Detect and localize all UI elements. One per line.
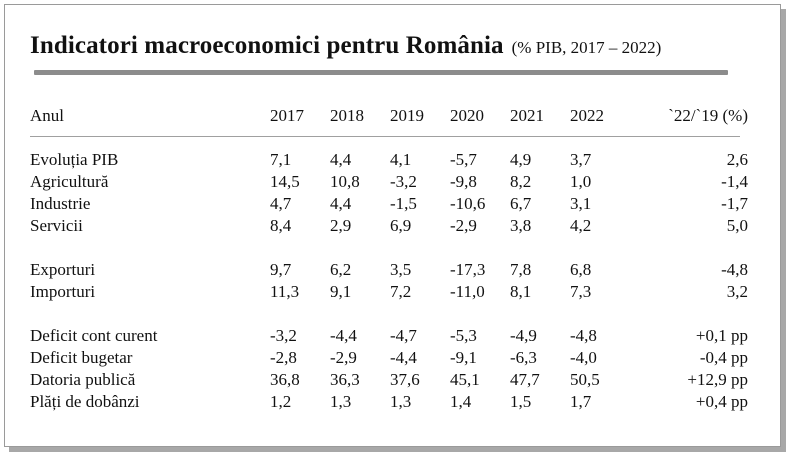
- title-divider: [34, 70, 728, 75]
- table-cell: 1,3: [390, 392, 412, 411]
- table-cell: 50,5: [570, 370, 600, 389]
- title-subtitle: (% PIB, 2017 – 2022): [511, 38, 662, 57]
- table-cell: -17,3: [450, 260, 486, 279]
- row-label: Agricultură: [30, 172, 109, 191]
- table-cell: 3,1: [570, 194, 592, 213]
- table-cell: 8,1: [510, 282, 532, 301]
- table-cell: -4,4: [390, 348, 417, 367]
- row-change: +12,9 pp: [687, 370, 748, 389]
- header-divider: [30, 136, 740, 137]
- table-cell: 36,8: [270, 370, 300, 389]
- header-label: Anul: [30, 106, 64, 125]
- table-cell: -3,2: [390, 172, 417, 191]
- row-label: Evoluția PIB: [30, 150, 119, 169]
- table-cell: 6,9: [390, 216, 412, 235]
- table-cell: -4,8: [570, 326, 597, 345]
- header-year: 2020: [450, 106, 484, 125]
- table-cell: 4,4: [330, 194, 352, 213]
- table-cell: 6,7: [510, 194, 532, 213]
- table-cell: 7,2: [390, 282, 412, 301]
- table-cell: 7,3: [570, 282, 592, 301]
- table-cell: -3,2: [270, 326, 297, 345]
- table-cell: 4,1: [390, 150, 412, 169]
- row-change: +0,1 pp: [695, 326, 748, 345]
- table-cell: 1,2: [270, 392, 292, 411]
- table-cell: -11,0: [450, 282, 485, 301]
- table-cell: -4,7: [390, 326, 417, 345]
- row-change: -0,4 pp: [699, 348, 748, 367]
- table-cell: 9,1: [330, 282, 352, 301]
- table-cell: 6,8: [570, 260, 592, 279]
- table-cell: 37,6: [390, 370, 420, 389]
- table-cell: 11,3: [270, 282, 300, 301]
- table-cell: 7,8: [510, 260, 532, 279]
- row-change: 2,6: [726, 150, 748, 169]
- row-change: 3,2: [726, 282, 748, 301]
- table-cell: -2,9: [450, 216, 477, 235]
- row-label: Exporturi: [30, 260, 96, 279]
- table-cell: 4,2: [570, 216, 592, 235]
- row-change: -1,4: [721, 172, 748, 191]
- row-change: -1,7: [721, 194, 748, 213]
- table-cell: 7,1: [270, 150, 292, 169]
- header-year: 2022: [570, 106, 604, 125]
- table-cell: -10,6: [450, 194, 486, 213]
- table-cell: 45,1: [450, 370, 480, 389]
- table-cell: 3,5: [390, 260, 412, 279]
- table-cell: 3,8: [510, 216, 532, 235]
- table-cell: 47,7: [510, 370, 540, 389]
- table-cell: 4,7: [270, 194, 292, 213]
- table-frame: [4, 4, 781, 447]
- row-change: 5,0: [726, 216, 748, 235]
- header-year: 2017: [270, 106, 304, 125]
- table-cell: 10,8: [330, 172, 360, 191]
- table-cell: -2,9: [330, 348, 357, 367]
- table-cell: -5,3: [450, 326, 477, 345]
- table-cell: 8,4: [270, 216, 292, 235]
- table-cell: 8,2: [510, 172, 532, 191]
- row-change: -4,8: [721, 260, 748, 279]
- table-cell: 1,5: [510, 392, 532, 411]
- table-cell: -1,5: [390, 194, 417, 213]
- table-cell: 6,2: [330, 260, 352, 279]
- row-label: Industrie: [30, 194, 91, 213]
- table-cell: 1,7: [570, 392, 592, 411]
- table-cell: 4,9: [510, 150, 532, 169]
- table-cell: -9,8: [450, 172, 477, 191]
- row-change: +0,4 pp: [695, 392, 748, 411]
- row-label: Servicii: [30, 216, 83, 235]
- header-change: `22/`19 (%): [668, 106, 748, 125]
- table-cell: -4,0: [570, 348, 597, 367]
- table-cell: -9,1: [450, 348, 477, 367]
- row-label: Deficit cont curent: [30, 326, 158, 345]
- header-year: 2019: [390, 106, 424, 125]
- row-label: Plăți de dobânzi: [30, 392, 140, 411]
- table-cell: -6,3: [510, 348, 537, 367]
- header-year: 2021: [510, 106, 544, 125]
- table-cell: -5,7: [450, 150, 477, 169]
- row-label: Datoria publică: [30, 370, 136, 389]
- table-cell: -2,8: [270, 348, 297, 367]
- table-cell: 1,4: [450, 392, 472, 411]
- table-cell: 2,9: [330, 216, 352, 235]
- row-label: Importuri: [30, 282, 96, 301]
- header-year: 2018: [330, 106, 364, 125]
- table-cell: 36,3: [330, 370, 360, 389]
- table-cell: 1,3: [330, 392, 352, 411]
- title-main: Indicatori macroeconomici pentru România: [30, 32, 504, 59]
- row-label: Deficit bugetar: [30, 348, 133, 367]
- table-cell: -4,4: [330, 326, 357, 345]
- table-cell: 3,7: [570, 150, 592, 169]
- table-cell: 4,4: [330, 150, 352, 169]
- table-cell: 14,5: [270, 172, 300, 191]
- page-title: Indicatori macroeconomici pentru România…: [30, 32, 661, 60]
- table-cell: 1,0: [570, 172, 592, 191]
- table-cell: -4,9: [510, 326, 537, 345]
- table-cell: 9,7: [270, 260, 292, 279]
